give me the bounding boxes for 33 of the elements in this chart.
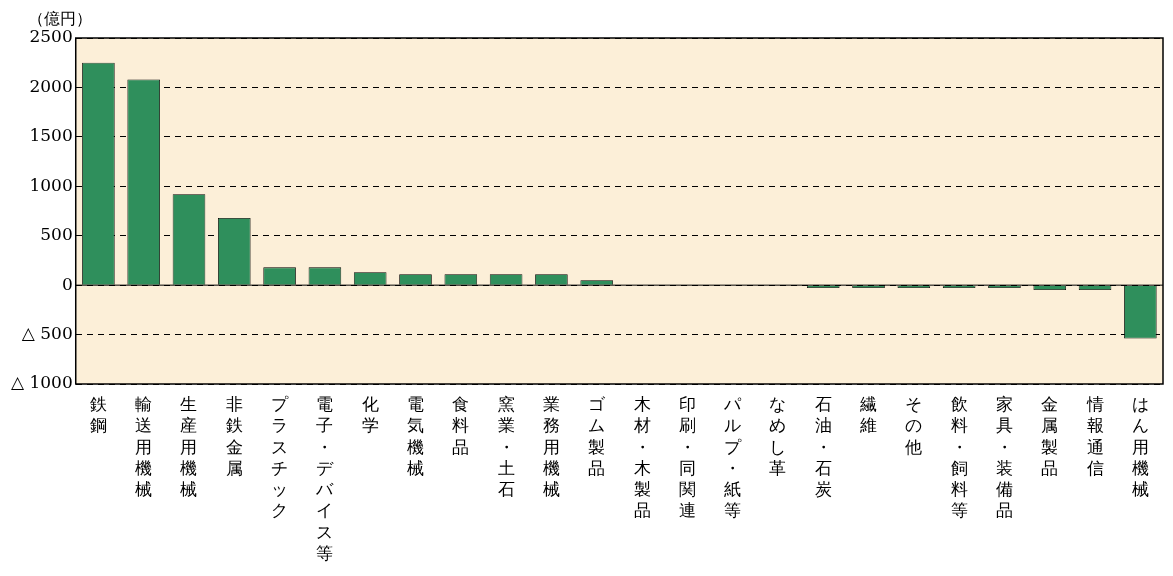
x-tick-label: なめし革 bbox=[769, 394, 787, 478]
x-tick-label: 情報通信 bbox=[1085, 394, 1104, 478]
y-tick-label: 1500 bbox=[29, 125, 73, 146]
x-tick-label: 印刷・同関連 bbox=[678, 394, 696, 521]
x-tick-label: 家具・装備品 bbox=[995, 394, 1013, 521]
x-tick-label: 非鉄金属 bbox=[225, 394, 243, 478]
y-tick-label: 0 bbox=[61, 273, 73, 294]
x-tick-label: はん用機械 bbox=[1131, 394, 1149, 500]
x-tick-label: 鉄鋼 bbox=[89, 394, 107, 436]
x-tick-label: 木材・木製品 bbox=[632, 394, 651, 521]
x-tick-label: 食料品 bbox=[452, 394, 470, 457]
x-tick-label: パルプ・紙等 bbox=[723, 394, 743, 521]
x-tick-label: 業務用機械 bbox=[542, 394, 560, 500]
x-tick-label: その他 bbox=[905, 394, 923, 457]
x-tick-label: 輸送用機械 bbox=[135, 394, 153, 500]
x-tick-label: ゴム製品 bbox=[588, 394, 607, 478]
x-tick-label: 繊維 bbox=[859, 394, 878, 436]
x-tick-label: 金属製品 bbox=[1041, 394, 1059, 478]
x-tick-label: 電子・デバイス等 bbox=[315, 394, 335, 563]
x-tick-label: 電気機械 bbox=[407, 394, 425, 478]
x-tick-label: プラスチック bbox=[271, 394, 290, 521]
y-tick-label: 2500 bbox=[29, 26, 73, 47]
x-tick-label: 飲料・飼料等 bbox=[950, 394, 968, 521]
y-tick-label: 1000 bbox=[29, 174, 73, 195]
x-tick-label: 窯業・土石 bbox=[497, 394, 515, 500]
x-tick-label: 石油・石炭 bbox=[814, 394, 832, 500]
y-tick-label: △ 1000 bbox=[10, 372, 73, 393]
y-tick-label: 2000 bbox=[29, 75, 73, 96]
x-tick-label: 生産用機械 bbox=[180, 394, 198, 500]
y-tick-label: 500 bbox=[40, 224, 73, 245]
x-tick-label: 化学 bbox=[361, 394, 379, 436]
y-axis-title: （億円） bbox=[28, 9, 92, 29]
y-tick-label: △ 500 bbox=[21, 322, 73, 343]
